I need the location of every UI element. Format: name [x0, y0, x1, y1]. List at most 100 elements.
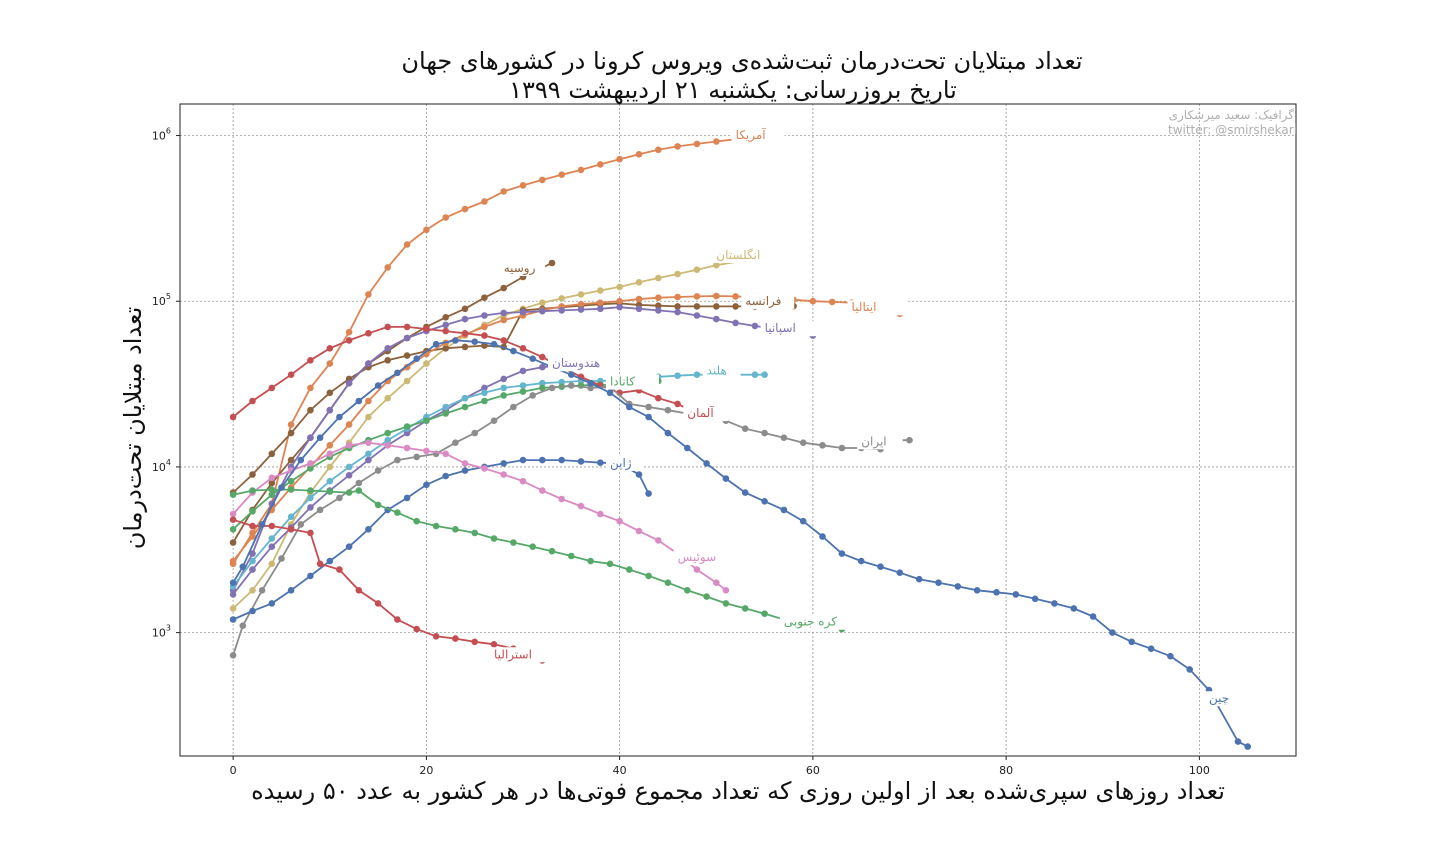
- data-point: [307, 460, 314, 467]
- data-point: [635, 305, 643, 313]
- series-line: [229, 516, 546, 664]
- data-point: [229, 591, 237, 598]
- data-point: [249, 522, 256, 530]
- series-labels: آمریکا انگلستان روسیه فرانسه ایتالیا اسپانیا ه…: [490, 127, 1236, 707]
- data-point: [258, 587, 266, 594]
- data-point: [249, 533, 256, 540]
- series-label: چین: [1209, 691, 1229, 706]
- data-point: [403, 494, 411, 502]
- data-point: [655, 537, 662, 544]
- x-tick-label: 80: [999, 764, 1013, 777]
- data-point: [287, 456, 295, 464]
- data-point: [519, 367, 527, 375]
- series-label: اسپانیا: [765, 321, 796, 335]
- data-point: [461, 305, 469, 313]
- data-point: [355, 397, 363, 405]
- series-label-bg: [683, 406, 729, 422]
- data-point: [500, 284, 508, 292]
- data-point: [326, 389, 334, 397]
- data-point: [693, 566, 701, 573]
- data-point: [374, 382, 382, 389]
- data-point: [828, 298, 836, 306]
- data-point: [481, 384, 488, 392]
- data-point: [229, 539, 237, 546]
- data-point: [452, 635, 459, 642]
- series-path: [232, 339, 1249, 748]
- data-point: [442, 214, 450, 221]
- data-point: [307, 465, 314, 472]
- data-point: [568, 552, 575, 560]
- data-point: [529, 543, 536, 550]
- data-point: [606, 389, 614, 397]
- data-point: [799, 517, 807, 525]
- data-point: [539, 456, 546, 464]
- data-point: [674, 303, 681, 310]
- data-point: [316, 434, 324, 442]
- data-point: [384, 357, 392, 364]
- data-point: [684, 444, 691, 452]
- data-point: [345, 543, 353, 550]
- data-point: [268, 560, 276, 568]
- data-point: [384, 323, 392, 331]
- data-point: [249, 607, 256, 615]
- data-point: [268, 491, 276, 499]
- data-point: [355, 479, 363, 487]
- chart-title-line1: تعداد مبتلایان تحت‌درمان ثبت‌شده‌ی ویروس…: [401, 47, 1082, 75]
- data-point: [365, 526, 372, 533]
- data-point: [674, 293, 681, 301]
- data-point: [365, 291, 372, 298]
- data-point: [1244, 743, 1251, 750]
- data-point: [577, 306, 585, 313]
- data-point: [403, 334, 411, 342]
- data-point: [510, 403, 517, 411]
- data-point: [519, 456, 527, 464]
- series-label-bg: [490, 647, 559, 663]
- data-point: [442, 321, 450, 329]
- data-point: [857, 557, 865, 565]
- data-point: [423, 325, 430, 333]
- plot-frame: [179, 103, 1297, 757]
- data-point: [307, 572, 314, 580]
- data-point: [548, 259, 556, 267]
- data-point: [413, 355, 421, 363]
- data-point: [548, 384, 556, 392]
- data-point: [500, 316, 508, 324]
- data-point: [529, 392, 536, 399]
- data-point: [761, 610, 768, 617]
- data-point: [732, 303, 739, 310]
- data-point: [345, 328, 353, 336]
- data-point: [365, 330, 372, 337]
- data-point: [915, 575, 923, 583]
- data-point: [635, 295, 643, 303]
- y-tick-label: 103: [152, 624, 171, 640]
- data-point: [597, 510, 604, 518]
- data-point: [326, 463, 334, 471]
- y-tick-exponent: 3: [166, 624, 171, 633]
- data-point: [761, 429, 768, 437]
- data-point: [732, 319, 739, 327]
- data-point: [307, 384, 314, 392]
- data-point: [403, 241, 411, 248]
- data-point: [229, 616, 237, 623]
- data-point: [249, 566, 256, 573]
- data-point: [761, 498, 768, 505]
- data-point: [722, 587, 730, 594]
- y-tick-base: 10: [152, 130, 166, 143]
- data-point: [442, 314, 450, 321]
- series-label-bg: [779, 614, 856, 630]
- data-point: [461, 315, 469, 323]
- data-point: [365, 450, 372, 458]
- data-point: [355, 487, 363, 494]
- data-point: [655, 302, 662, 310]
- data-point: [606, 560, 614, 568]
- data-point: [287, 477, 295, 485]
- x-ticks: 0 20 40 60 80 100: [230, 756, 1210, 777]
- y-tick-exponent: 4: [166, 458, 171, 467]
- data-point: [674, 372, 681, 380]
- data-point: [519, 477, 527, 485]
- data-point: [268, 535, 276, 542]
- data-point: [423, 447, 430, 455]
- data-point: [326, 557, 334, 565]
- data-point: [471, 429, 479, 437]
